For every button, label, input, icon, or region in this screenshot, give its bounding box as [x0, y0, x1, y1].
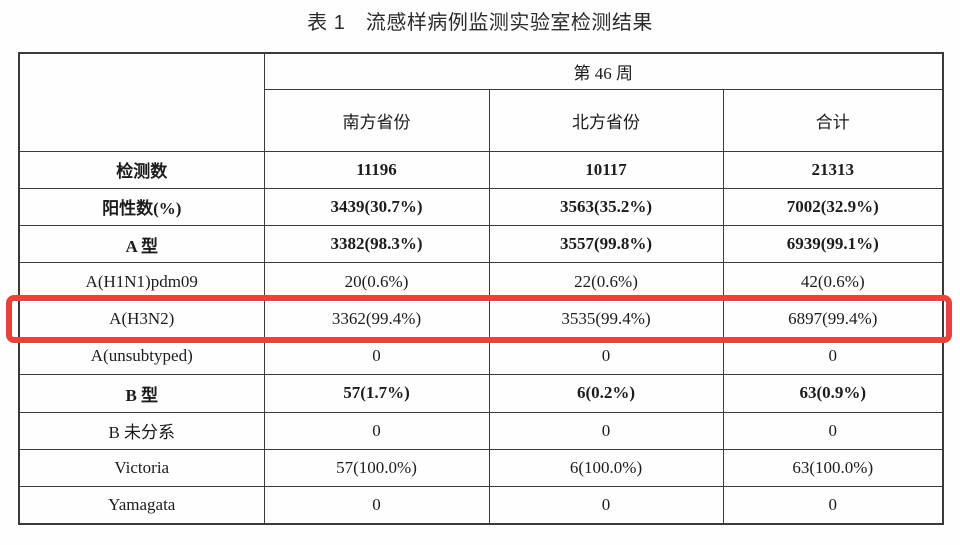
column-header-row: 南方省份 北方省份 合计 [19, 88, 944, 152]
table-row: 检测数 11196 10117 21313 [18, 150, 944, 189]
cell-south: 3382(98.3%) [263, 225, 490, 264]
row-label: 阳性数(%) [18, 187, 265, 227]
cell-total: 63(100.0%) [722, 448, 944, 488]
cell-total: 0 [722, 411, 944, 450]
table-row: A(H1N1)pdm09 20(0.6%) 22(0.6%) 42(0.6%) [18, 262, 944, 301]
week-header: 第 46 周 [263, 52, 944, 90]
column-header-total: 合计 [722, 88, 944, 152]
row-label: A(H1N1)pdm09 [18, 262, 265, 301]
cell-north: 3563(35.2%) [488, 187, 724, 227]
cell-total: 42(0.6%) [722, 262, 944, 301]
cell-south: 3362(99.4%) [263, 299, 490, 338]
corner-cell [18, 52, 265, 152]
cell-total: 7002(32.9%) [722, 187, 944, 227]
cell-north: 22(0.6%) [488, 262, 724, 301]
column-header-north: 北方省份 [488, 88, 724, 152]
cell-total: 21313 [722, 150, 944, 189]
cell-total: 63(0.9%) [722, 374, 944, 413]
table-row-highlighted: A(H3N2) 3362(99.4%) 3535(99.4%) 6897(99.… [18, 299, 944, 338]
cell-total: 0 [722, 486, 944, 525]
cell-north: 3557(99.8%) [488, 225, 724, 264]
column-header-south: 南方省份 [263, 88, 490, 152]
row-label: A(H3N2) [18, 299, 265, 338]
cell-south: 3439(30.7%) [263, 187, 490, 227]
row-label: B 未分系 [18, 411, 265, 450]
cell-total: 6897(99.4%) [722, 299, 944, 338]
table-row: Yamagata 0 0 0 [18, 486, 944, 525]
cell-south: 11196 [263, 150, 490, 189]
cell-north: 0 [488, 411, 724, 450]
cell-total: 0 [722, 336, 944, 376]
table-title: 表 1 流感样病例监测实验室检测结果 [307, 12, 653, 34]
table-row: A(unsubtyped) 0 0 0 [18, 336, 944, 376]
row-label: 检测数 [18, 150, 265, 189]
table-row: 阳性数(%) 3439(30.7%) 3563(35.2%) 7002(32.9… [18, 187, 944, 227]
table-row: A 型 3382(98.3%) 3557(99.8%) 6939(99.1%) [18, 225, 944, 264]
cell-south: 0 [263, 336, 490, 376]
cell-north: 3535(99.4%) [488, 299, 724, 338]
cell-north: 6(100.0%) [488, 448, 724, 488]
row-label: Yamagata [18, 486, 265, 525]
week-header-row: 第 46 周 [18, 52, 944, 152]
cell-south: 0 [263, 411, 490, 450]
cell-north: 10117 [488, 150, 724, 189]
row-label: A 型 [18, 225, 265, 264]
row-label: A(unsubtyped) [18, 336, 265, 376]
cell-north: 0 [488, 486, 724, 525]
table-row: Victoria 57(100.0%) 6(100.0%) 63(100.0%) [18, 448, 944, 488]
table-row: B 未分系 0 0 0 [18, 411, 944, 450]
row-label: B 型 [18, 374, 265, 413]
cell-south: 57(1.7%) [263, 374, 490, 413]
cell-north: 6(0.2%) [488, 374, 724, 413]
cell-north: 0 [488, 336, 724, 376]
results-table: 第 46 周 南方省份 北方省份 合计 检测数 11196 10117 2131… [18, 52, 945, 525]
table-row: B 型 57(1.7%) 6(0.2%) 63(0.9%) [18, 374, 944, 413]
cell-south: 20(0.6%) [263, 262, 490, 301]
cell-south: 57(100.0%) [263, 448, 490, 488]
cell-south: 0 [263, 486, 490, 525]
row-label: Victoria [18, 448, 265, 488]
cell-total: 6939(99.1%) [722, 225, 944, 264]
